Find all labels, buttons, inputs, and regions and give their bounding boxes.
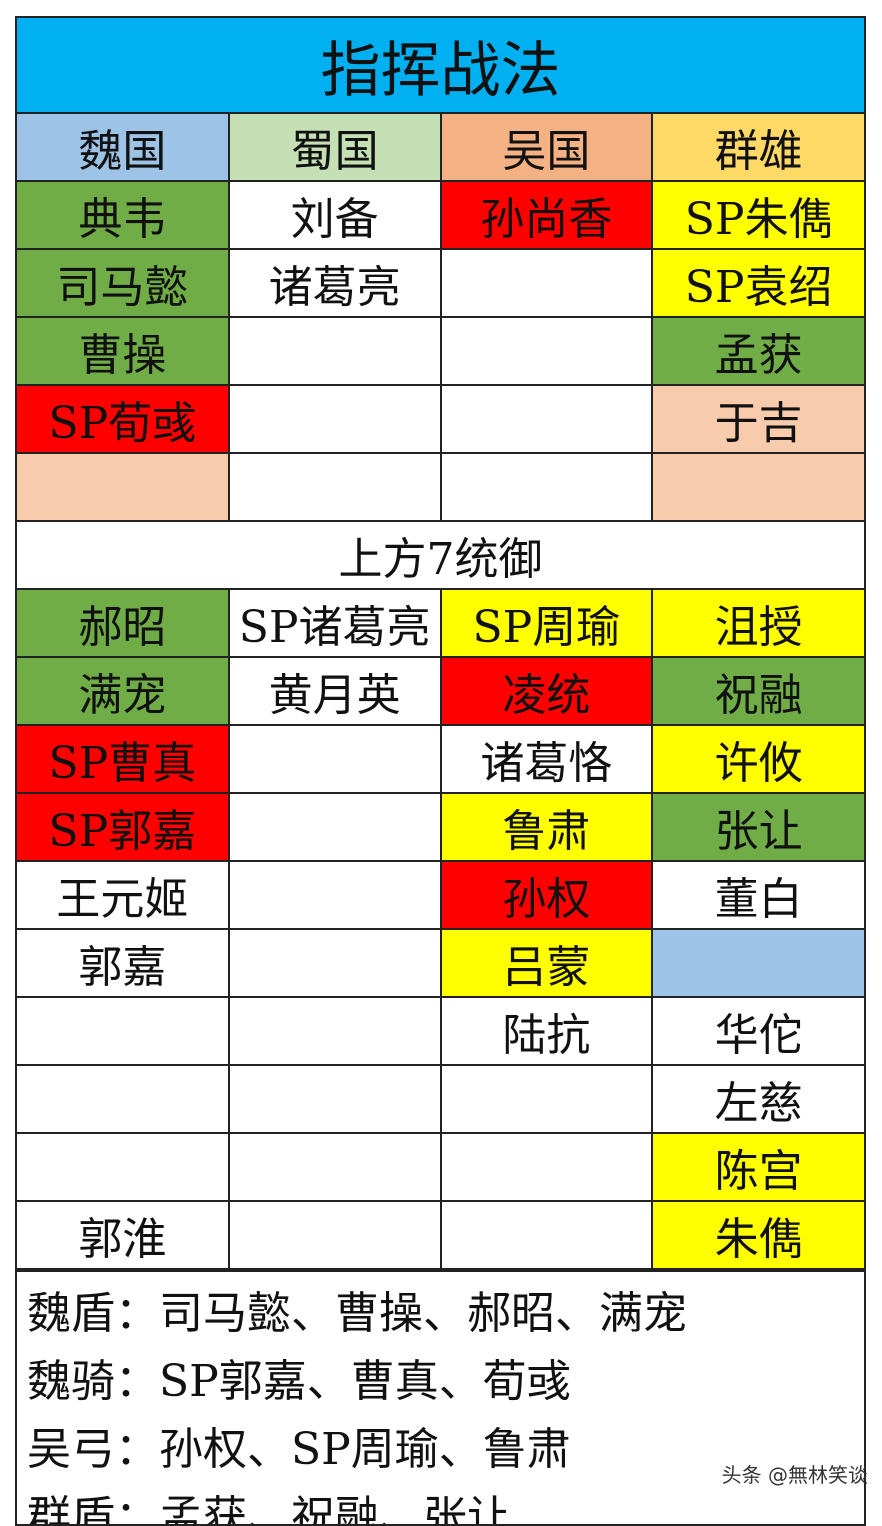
table-cell: 黄月英 <box>227 656 442 726</box>
table-cell <box>17 452 230 522</box>
table-cell: 朱儁 <box>651 1200 864 1270</box>
table-cell: SP朱儁 <box>651 180 864 250</box>
table-body: 魏国 蜀国 吴国 群雄 典韦 刘备 孙尚香 SP朱儁 司马懿 诸葛亮 SP袁绍 曹操 孟获 SP荀彧 于吉上… <box>17 114 864 1270</box>
table-cell: 王元姬 <box>17 860 230 930</box>
table-cell: 郭淮 <box>17 1200 230 1270</box>
table-row: 郝昭 SP诸葛亮 SP周瑜 沮授 <box>17 588 864 658</box>
table-cell: SP诸葛亮 <box>227 588 442 658</box>
faction-header: 魏国 <box>17 114 230 182</box>
table-row: SP荀彧 于吉 <box>17 384 864 454</box>
table-row: 陈宫 <box>17 1132 864 1202</box>
faction-header: 蜀国 <box>227 114 442 182</box>
table-title: 指挥战法 <box>17 18 864 114</box>
table-cell: 沮授 <box>651 588 864 658</box>
table-cell <box>439 248 654 318</box>
section-row: 上方7统御 <box>17 520 864 590</box>
watermark: 头条 @無林笑谈 <box>721 1463 868 1487</box>
note-line: 吴弓：孙权、SP周瑜、鲁肃 <box>27 1424 571 1475</box>
table-cell: 凌统 <box>439 656 654 726</box>
faction-header: 吴国 <box>439 114 654 182</box>
table-cell: SP袁绍 <box>651 248 864 318</box>
table-cell: 陆抗 <box>439 996 654 1066</box>
table-row: 司马懿 诸葛亮 SP袁绍 <box>17 248 864 318</box>
section-label: 上方7统御 <box>17 520 864 590</box>
table-cell: 典韦 <box>17 180 230 250</box>
table-cell: 诸葛恪 <box>439 724 654 794</box>
table-cell <box>439 316 654 386</box>
table-cell: 许攸 <box>651 724 864 794</box>
table-cell: SP周瑜 <box>439 588 654 658</box>
table-cell <box>227 724 442 794</box>
table-row: 郭淮 朱儁 <box>17 1200 864 1270</box>
header-row: 魏国 蜀国 吴国 群雄 <box>17 114 864 182</box>
table-row: 典韦 刘备 孙尚香 SP朱儁 <box>17 180 864 250</box>
table-cell <box>227 792 442 862</box>
table-cell <box>439 452 654 522</box>
table-cell <box>651 452 864 522</box>
table-cell: 诸葛亮 <box>227 248 442 318</box>
table-cell: 郭嘉 <box>17 928 230 998</box>
table-cell: 陈宫 <box>651 1132 864 1202</box>
table-cell: 于吉 <box>651 384 864 454</box>
table-cell: 张让 <box>651 792 864 862</box>
table-cell <box>227 1064 442 1134</box>
note-line: 群盾：孟获、祝融、张让 <box>27 1492 511 1524</box>
table-cell: 刘备 <box>227 180 442 250</box>
faction-header: 群雄 <box>651 114 864 182</box>
table-cell <box>227 452 442 522</box>
table-cell: 曹操 <box>17 316 230 386</box>
table-cell: 鲁肃 <box>439 792 654 862</box>
table-cell <box>227 928 442 998</box>
table-cell: 孟获 <box>651 316 864 386</box>
table-cell: 华佗 <box>651 996 864 1066</box>
table-row: 郭嘉 吕蒙 <box>17 928 864 998</box>
table-cell: 左慈 <box>651 1064 864 1134</box>
table-cell: SP荀彧 <box>17 384 230 454</box>
table-cell: 司马懿 <box>17 248 230 318</box>
command-tactics-table: 指挥战法 魏国 蜀国 吴国 群雄 典韦 刘备 孙尚香 SP朱儁 司马懿 诸葛亮 SP袁绍 曹操 孟获 SP… <box>15 16 866 1526</box>
table-row <box>17 452 864 522</box>
table-cell <box>17 1064 230 1134</box>
table-cell <box>227 860 442 930</box>
table-cell <box>227 1200 442 1270</box>
table-cell: 吕蒙 <box>439 928 654 998</box>
note-line: 魏骑：SP郭嘉、曹真、荀彧 <box>27 1356 571 1407</box>
table-cell <box>17 1132 230 1202</box>
note-line: 魏盾：司马懿、曹操、郝昭、满宠 <box>27 1288 687 1339</box>
table-cell <box>439 1132 654 1202</box>
table-cell <box>439 384 654 454</box>
table-cell <box>439 1200 654 1270</box>
table-cell: 孙权 <box>439 860 654 930</box>
table-cell <box>439 1064 654 1134</box>
table-cell: 孙尚香 <box>439 180 654 250</box>
table-cell: 郝昭 <box>17 588 230 658</box>
table-cell <box>227 1132 442 1202</box>
table-cell: 祝融 <box>651 656 864 726</box>
table-cell <box>17 996 230 1066</box>
table-cell: 董白 <box>651 860 864 930</box>
table-cell: SP曹真 <box>17 724 230 794</box>
table-cell <box>227 384 442 454</box>
table-cell <box>227 996 442 1066</box>
table-cell <box>227 316 442 386</box>
table-row: 王元姬 孙权 董白 <box>17 860 864 930</box>
table-cell: SP郭嘉 <box>17 792 230 862</box>
table-row: 陆抗 华佗 <box>17 996 864 1066</box>
table-cell <box>651 928 864 998</box>
table-row: SP曹真 诸葛恪 许攸 <box>17 724 864 794</box>
table-cell: 满宠 <box>17 656 230 726</box>
table-row: 曹操 孟获 <box>17 316 864 386</box>
table-row: 左慈 <box>17 1064 864 1134</box>
table-row: 满宠 黄月英 凌统 祝融 <box>17 656 864 726</box>
table-row: SP郭嘉 鲁肃 张让 <box>17 792 864 862</box>
